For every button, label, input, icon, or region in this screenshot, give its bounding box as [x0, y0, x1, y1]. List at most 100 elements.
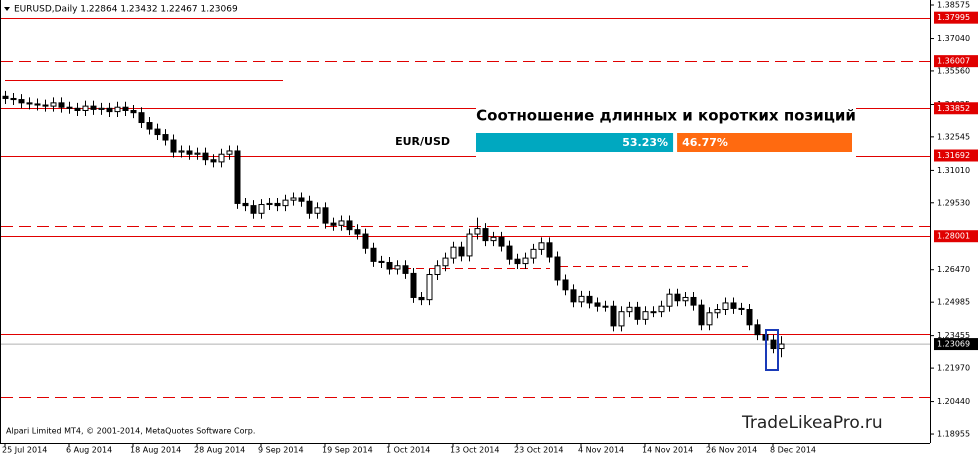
- candle-body: [554, 256, 561, 281]
- candle-body: [402, 265, 409, 274]
- candle-body: [642, 311, 649, 320]
- candle-body: [330, 222, 337, 226]
- y-tick-label: 1.32545: [937, 132, 970, 141]
- candle-body: [162, 134, 169, 141]
- candle-body: [186, 150, 193, 155]
- candle-body: [522, 257, 529, 265]
- y-tick-label: 1.35560: [937, 66, 970, 75]
- candle-body: [562, 279, 569, 291]
- candle-body: [418, 296, 425, 301]
- candle-body: [490, 236, 497, 242]
- sentiment-bar: [476, 133, 674, 152]
- sentiment-pair: EUR/USD: [395, 135, 450, 148]
- x-tick-label: 8 Dec 2014: [770, 446, 816, 455]
- candle-body: [234, 150, 241, 204]
- candle-body: [98, 107, 105, 110]
- menu-arrow: [4, 7, 10, 11]
- sentiment-bar: [677, 133, 852, 152]
- candle-body: [154, 128, 161, 136]
- x-tick-label: 13 Oct 2014: [450, 446, 499, 455]
- y-tick-label: 1.20440: [937, 397, 970, 406]
- candle-body: [754, 324, 761, 336]
- candle-body: [170, 139, 177, 153]
- copyright: Alpari Limited MT4, © 2001-2014, MetaQuo…: [6, 427, 255, 436]
- level-label-box: [934, 149, 978, 162]
- candle-body: [26, 102, 33, 105]
- candle-body: [466, 233, 473, 257]
- y-tick-label: 1.31010: [937, 166, 970, 175]
- x-tick-label: 18 Aug 2014: [130, 446, 181, 455]
- candle-body: [306, 200, 313, 214]
- candle-body: [346, 220, 353, 231]
- candle-body: [34, 103, 41, 106]
- candle-body: [290, 197, 297, 201]
- y-tick-label: 1.37040: [937, 34, 970, 43]
- candle-body: [114, 106, 121, 113]
- candle-body: [58, 102, 65, 108]
- candle-body: [698, 304, 705, 326]
- candle-body: [458, 246, 465, 257]
- candle-body: [570, 289, 577, 303]
- header: EURUSD,Daily 1.22864 1.23432 1.22467 1.2…: [14, 5, 238, 15]
- y-tick-label: 1.18955: [937, 430, 970, 439]
- candle-body: [634, 306, 641, 320]
- candle-body: [618, 311, 625, 327]
- candle-body: [378, 260, 385, 263]
- candle-body: [514, 258, 521, 265]
- candle-body: [74, 107, 81, 111]
- candle-body: [722, 302, 729, 310]
- level-label: 1.33852: [937, 104, 970, 113]
- candle-body: [258, 204, 265, 214]
- candle-body: [658, 305, 665, 313]
- candle-body: [610, 305, 617, 327]
- candle-body: [714, 308, 721, 314]
- candle-body: [90, 105, 97, 110]
- candle-body: [130, 109, 137, 114]
- candle-body: [546, 242, 553, 258]
- candle-body: [122, 106, 129, 111]
- candle-body: [266, 202, 273, 206]
- candle-body: [322, 207, 329, 224]
- candle-body: [282, 199, 289, 207]
- candle-body: [450, 246, 457, 259]
- candle-body: [250, 205, 257, 214]
- candle-body: [18, 99, 25, 104]
- candle-body: [746, 308, 753, 326]
- candle-body: [602, 305, 609, 308]
- candle-body: [314, 207, 321, 214]
- x-tick-label: 4 Nov 2014: [578, 446, 624, 455]
- sentiment-title: Соотношение длинных и коротких позиций: [476, 107, 856, 125]
- candle-body: [202, 152, 209, 161]
- candle-body: [482, 228, 489, 242]
- y-tick-label: 1.29530: [937, 198, 970, 207]
- level-label: 1.37995: [937, 13, 970, 22]
- candle-body: [242, 202, 249, 207]
- y-tick-label: 1.38575: [937, 0, 970, 9]
- x-tick-label: 28 Aug 2014: [194, 446, 245, 455]
- candle-body: [42, 104, 49, 107]
- candle-body: [674, 293, 681, 302]
- watermark: TradeLikeaPro.ru: [741, 413, 883, 433]
- candle-body: [426, 274, 433, 301]
- x-tick-label: 1 Oct 2014: [386, 446, 430, 455]
- candle-body: [434, 265, 441, 276]
- candle-body: [626, 306, 633, 313]
- y-tick-label: 1.21970: [937, 364, 970, 373]
- plot: [1, 18, 930, 398]
- price-label-box: [934, 338, 978, 351]
- candle-body: [394, 265, 401, 270]
- x-tick-label: 25 Jul 2014: [2, 446, 47, 455]
- candle-body: [274, 202, 281, 207]
- candle-body: [338, 220, 345, 226]
- candle-body: [362, 233, 369, 249]
- candle-body: [66, 106, 73, 109]
- level-label-box: [934, 55, 978, 68]
- candle-body: [82, 105, 89, 111]
- sentiment-label: 53.23%: [622, 136, 668, 149]
- level-label-box: [934, 11, 978, 24]
- candle-body: [2, 95, 9, 99]
- candle-body: [650, 311, 657, 314]
- candle-body: [218, 153, 225, 163]
- price-label: 1.23069: [937, 340, 970, 349]
